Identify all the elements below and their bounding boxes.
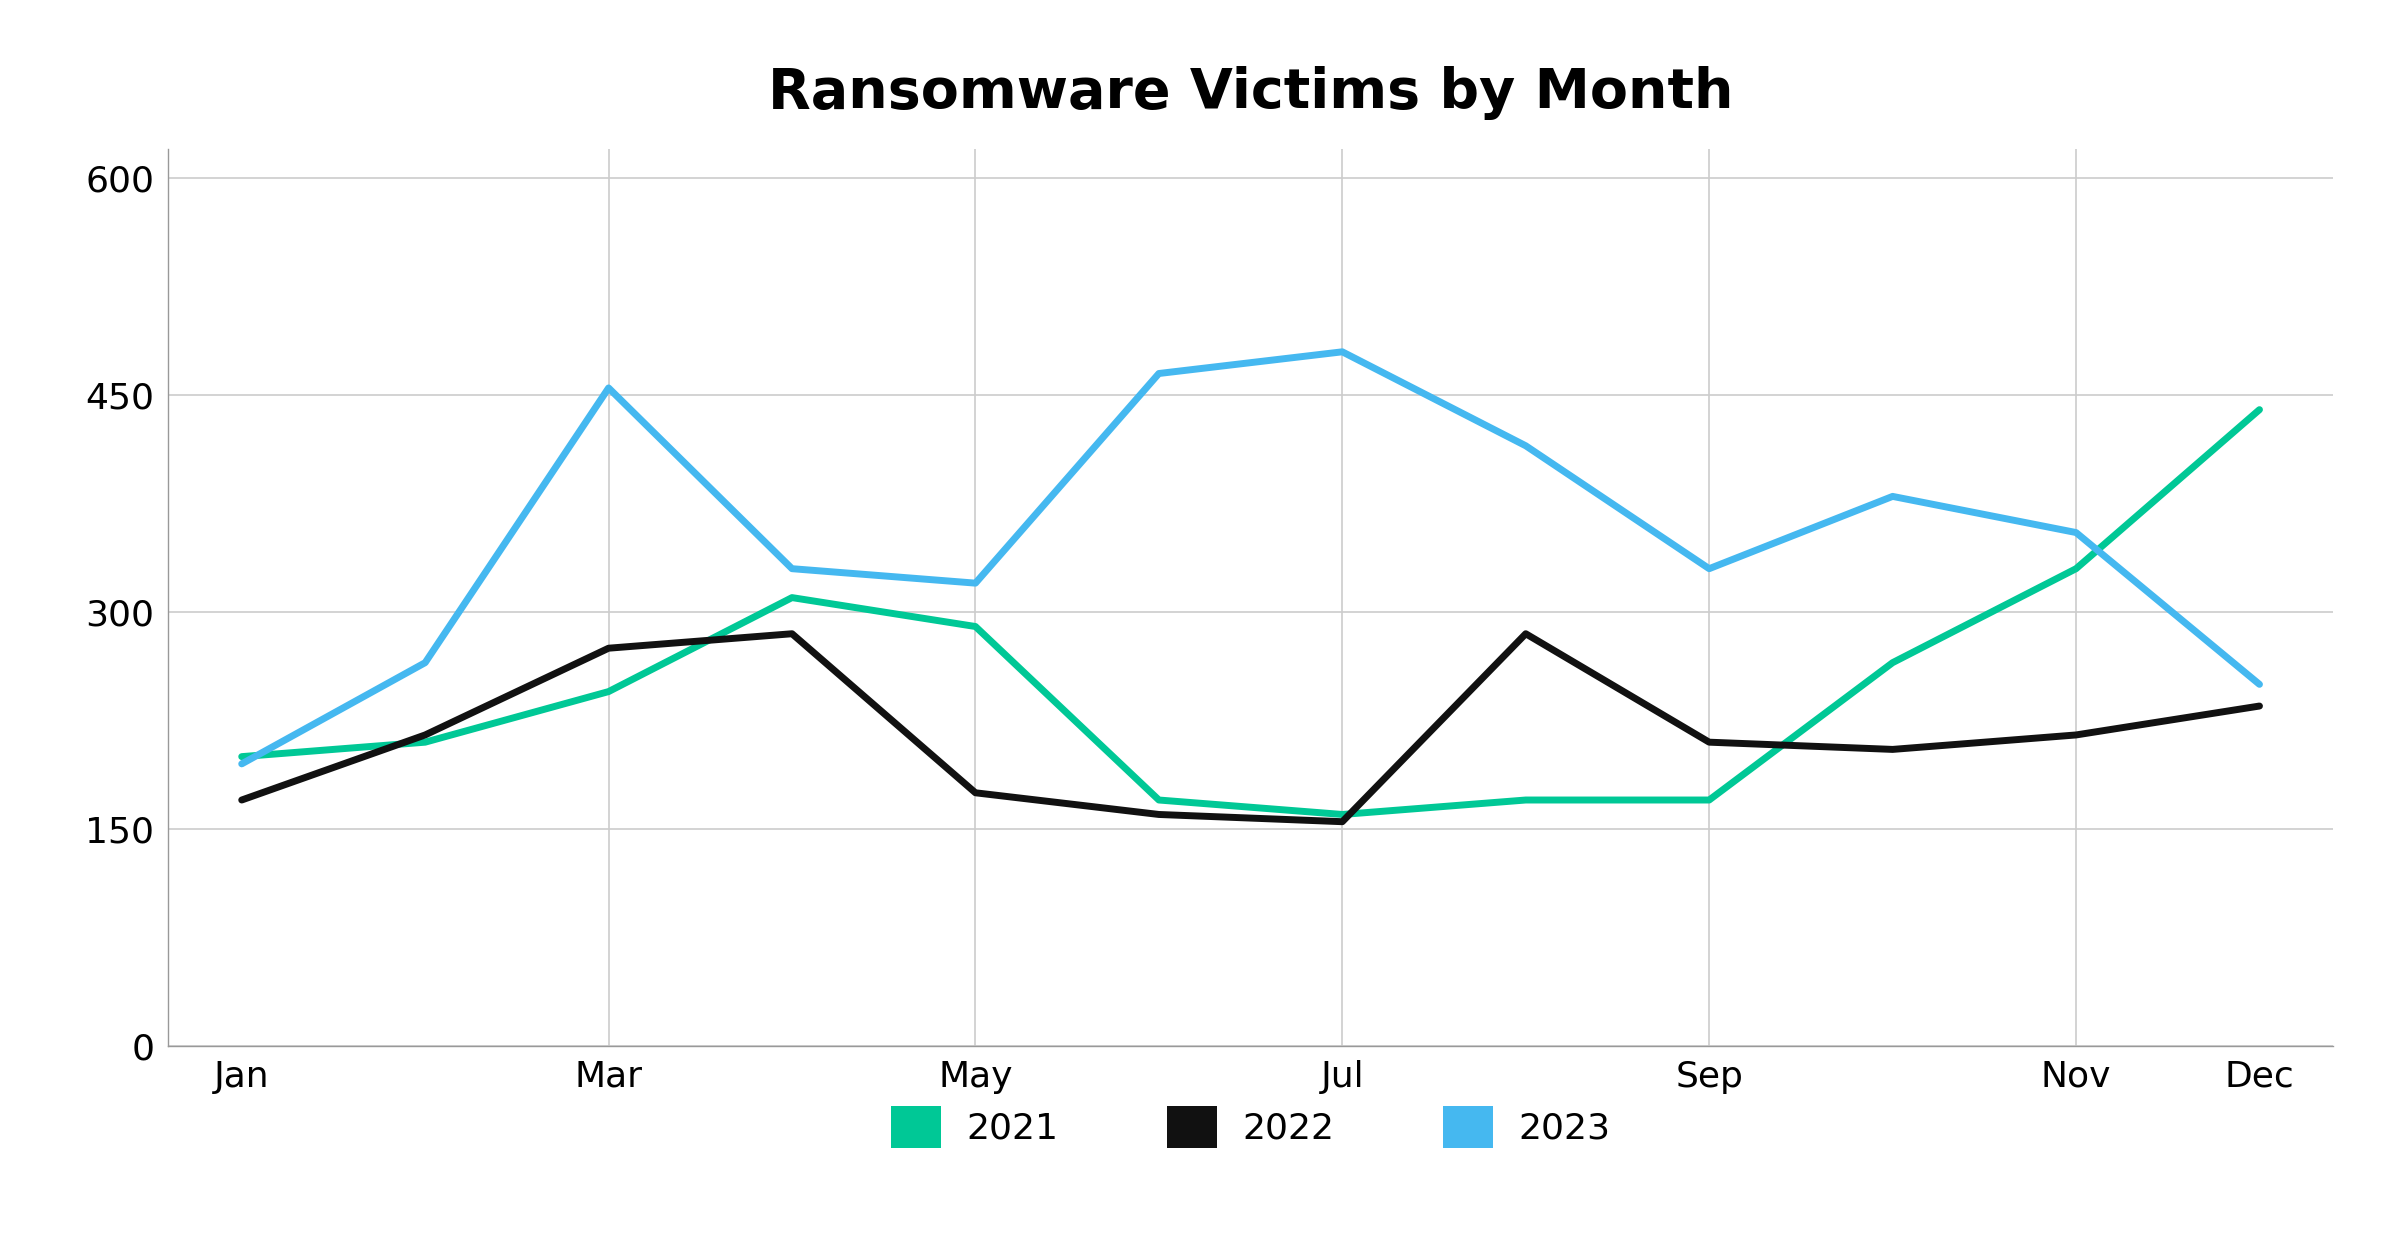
2022 (1328, 814, 1356, 829)
Legend: 2021, 2022, 2023: 2021, 2022, 2023 (875, 1092, 1626, 1162)
2021 (962, 619, 991, 634)
2021 (1328, 807, 1356, 822)
2021 (228, 749, 257, 764)
2023 (2244, 677, 2273, 692)
2022 (2061, 727, 2090, 742)
Line: 2022: 2022 (243, 634, 2258, 822)
2021 (777, 590, 806, 605)
2023 (1696, 561, 1724, 576)
Line: 2021: 2021 (243, 410, 2258, 814)
2022 (1878, 742, 1907, 757)
2023 (594, 381, 623, 396)
2023 (777, 561, 806, 576)
2022 (1145, 807, 1174, 822)
2023 (1145, 366, 1174, 381)
2022 (228, 793, 257, 808)
Line: 2023: 2023 (243, 352, 2258, 764)
2021 (1510, 793, 1539, 808)
2023 (962, 575, 991, 590)
Title: Ransomware Victims by Month: Ransomware Victims by Month (767, 66, 1734, 120)
2022 (594, 641, 623, 656)
2022 (2244, 698, 2273, 713)
2023 (228, 757, 257, 772)
2021 (1145, 793, 1174, 808)
2023 (1328, 345, 1356, 360)
2022 (962, 786, 991, 801)
2023 (411, 655, 440, 670)
2021 (411, 735, 440, 749)
2023 (1878, 489, 1907, 504)
2022 (777, 626, 806, 641)
2021 (1696, 793, 1724, 808)
2021 (1878, 655, 1907, 670)
2021 (2061, 561, 2090, 576)
2021 (2244, 402, 2273, 417)
2021 (594, 684, 623, 698)
2022 (1510, 626, 1539, 641)
2023 (1510, 438, 1539, 453)
2022 (411, 727, 440, 742)
2023 (2061, 525, 2090, 540)
2022 (1696, 735, 1724, 749)
